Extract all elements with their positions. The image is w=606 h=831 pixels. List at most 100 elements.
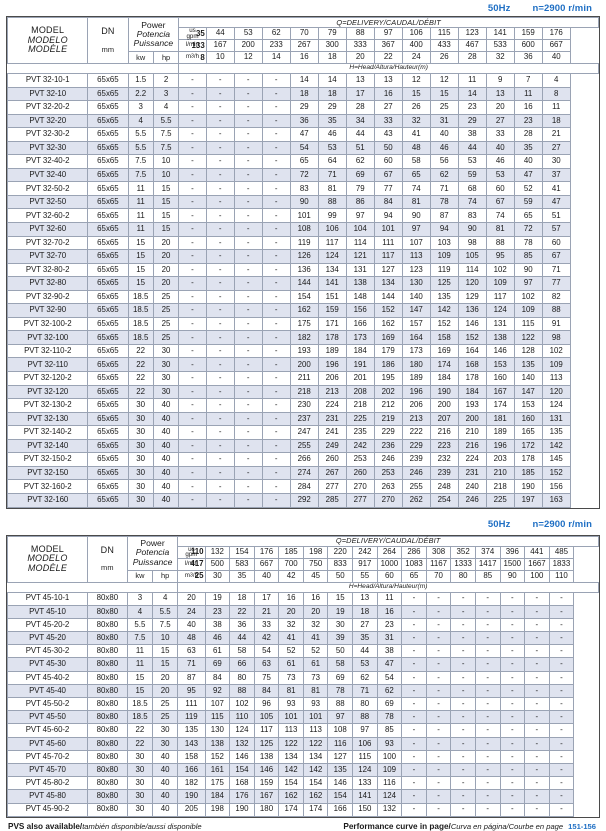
- cell-head-3: -: [261, 100, 291, 115]
- cell-head-12: 122: [513, 330, 543, 345]
- flow-gpm-2-2: 154: [229, 545, 255, 559]
- cell-head-12: 190: [513, 479, 543, 494]
- flow-m3h-4: 16: [289, 51, 319, 64]
- cell-head-6: 218: [345, 398, 375, 413]
- cell-dn: 80x80: [86, 696, 128, 712]
- cell-dn: 80x80: [86, 604, 128, 619]
- table-row: PVT 32-70-2 65x65 15 20- - - -119 117 114 111 107 1…: [6, 235, 599, 251]
- cell-head-11: 88: [485, 235, 515, 251]
- cell-head-10: 193: [457, 398, 487, 413]
- cell-head-6: 184: [345, 343, 375, 359]
- cell-power-kw: 22: [127, 357, 154, 373]
- cell-head-2: -: [233, 465, 263, 481]
- cell-power-kw: 15: [126, 683, 154, 699]
- flow-gpm-1-2: 132: [204, 545, 231, 559]
- cell-head-12: 47: [513, 167, 543, 183]
- cell-head-4: 255: [289, 438, 319, 454]
- table-row: PVT 32-40-2 65x65 7.5 10- - - -65 64 62 60 58 56 53 4…: [6, 154, 599, 169]
- footer-left: PVS also available/también disponible/au…: [8, 822, 202, 831]
- cell-head-14: -: [524, 776, 550, 791]
- cell-head-2: -: [233, 167, 263, 183]
- cell-head-11: 109: [485, 276, 515, 291]
- cell-head-5: 52: [302, 644, 329, 659]
- cell-head-10: 210: [457, 425, 487, 440]
- table-row: PVT 45-30-2 80x80 11 15 63 61 58 54 52 52 50 44 38- -…: [7, 644, 599, 659]
- unit-label-gpm-2: us gpm 110: [177, 545, 206, 559]
- cell-head-8: 93: [376, 736, 403, 751]
- cell-head-0: -: [178, 357, 207, 373]
- cell-head-4: 29: [289, 100, 319, 115]
- cell-head-2: -: [233, 316, 263, 332]
- cell-head-11: 124: [485, 303, 515, 318]
- table-row: PVT 32-70 65x65 15 20- - - -126 124 121 117 113 109…: [6, 249, 599, 264]
- cell-head-13: 37: [541, 167, 571, 183]
- cell-head-6: 51: [345, 140, 375, 156]
- cell-head-3: 17: [253, 591, 280, 606]
- cell-head-9: 12: [429, 73, 459, 88]
- cell-head-8: 74: [401, 181, 431, 196]
- cell-power-kw: 30: [126, 762, 154, 778]
- cell-head-2: 132: [229, 736, 255, 751]
- header-q-title-2: Q=DELIVERY/CAUDAL/DÉBIT: [177, 535, 599, 547]
- cell-dn: 65x65: [87, 316, 129, 332]
- cell-power-kw: 2.2: [127, 86, 154, 102]
- cell-head-4: 266: [289, 452, 319, 467]
- cell-head-2: -: [233, 194, 263, 210]
- cell-head-13: 11: [541, 100, 571, 115]
- cell-dn: 65x65: [87, 154, 129, 169]
- cell-head-7: 62: [352, 670, 378, 685]
- cell-head-5: 14: [317, 73, 347, 88]
- cell-head-1: 138: [204, 736, 231, 751]
- cell-head-0: -: [178, 343, 207, 359]
- cell-power-kw: 15: [126, 670, 154, 685]
- cell-power-kw: 22: [127, 371, 154, 386]
- flow-lmin-11-2: 1333: [450, 557, 476, 571]
- flow-lmin-6: 333: [345, 39, 375, 52]
- headnote-spacer: [8, 64, 179, 74]
- footer-right-main: Performance curve in page/: [343, 821, 451, 831]
- cell-head-0: -: [178, 86, 207, 102]
- cell-head-15: -: [548, 696, 575, 712]
- header-dn-2: DN mm: [86, 535, 128, 583]
- cell-head-9: 56: [429, 154, 459, 169]
- cell-head-13: -: [499, 604, 526, 619]
- table-row: PVT 32-130 65x65 30 40- - - -237 231 225 219 213 20…: [6, 411, 599, 427]
- cell-head-15: -: [548, 631, 575, 646]
- cell-head-0: -: [178, 465, 207, 481]
- cell-head-12: 35: [513, 140, 543, 156]
- cell-power-kw: 4: [126, 604, 154, 619]
- cell-head-6: 208: [345, 384, 375, 400]
- cell-head-14: -: [524, 644, 550, 659]
- cell-head-6: 148: [345, 289, 375, 305]
- cell-head-1: 84: [204, 670, 231, 685]
- cell-head-11: -: [450, 657, 476, 672]
- table-row: PVT 32-20 65x65 4 5.5- - - -36 35 34 33 32 31 29 27 23…: [6, 113, 599, 129]
- cell-head-3: 117: [253, 723, 280, 738]
- flow-m3h-10-2: 70: [425, 569, 452, 583]
- cell-head-4: 126: [289, 249, 319, 264]
- cell-head-4: 18: [289, 86, 319, 102]
- cell-head-10: -: [425, 736, 452, 751]
- cell-head-5: 29: [317, 100, 347, 115]
- cell-head-0: -: [178, 208, 207, 223]
- table-row: PVT 32-150 65x65 30 40- - - -274 267 260 253 246 23…: [6, 465, 599, 481]
- table-row: PVT 45-30 80x80 11 15 71 69 66 63 61 61 58 53 47- - - -…: [7, 657, 599, 672]
- cell-head-9: 169: [429, 343, 459, 359]
- cell-head-1: 130: [204, 723, 231, 738]
- cell-power-kw: 30: [126, 749, 154, 764]
- cell-head-12: 28: [513, 127, 543, 142]
- unit-label-lmin-2: l/min 417: [177, 557, 206, 571]
- cell-power-kw: 30: [127, 465, 154, 481]
- cell-model: PVT 32-30-2: [6, 127, 89, 142]
- cell-head-6: 127: [327, 749, 354, 764]
- cell-head-10: 105: [457, 249, 487, 264]
- cell-power-hp: 10: [152, 167, 180, 183]
- cell-head-5: 99: [317, 208, 347, 223]
- cell-head-4: 136: [289, 262, 319, 278]
- cell-head-5: 206: [317, 371, 347, 386]
- cell-head-12: 85: [513, 249, 543, 264]
- cell-head-8: 100: [376, 749, 403, 764]
- cell-power-hp: 20: [152, 683, 179, 699]
- cell-power-kw: 30: [127, 438, 154, 454]
- cell-head-12: 72: [513, 222, 543, 237]
